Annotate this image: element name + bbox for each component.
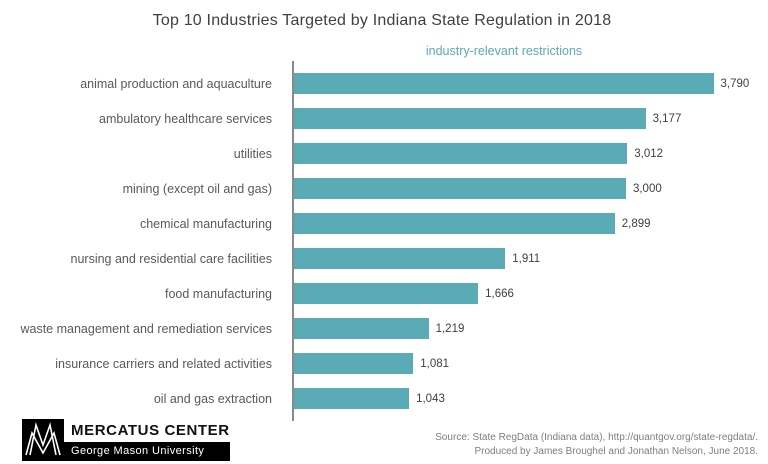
- brand-title: MERCATUS CENTER: [71, 422, 230, 439]
- category-label: utilities: [233, 146, 272, 161]
- category-label: food manufacturing: [164, 286, 272, 301]
- value-label: 2,899: [621, 217, 651, 230]
- logo-pattern-icon: [22, 419, 64, 461]
- value-label: 1,219: [435, 322, 465, 335]
- footer: MERCATUS CENTER George Mason University …: [0, 414, 768, 464]
- bar-area: 1,911: [282, 248, 758, 269]
- mercatus-brand: MERCATUS CENTER George Mason University: [22, 419, 230, 461]
- bar-area: 2,899: [282, 213, 758, 234]
- value-label: 3,012: [634, 147, 664, 160]
- bar-area: 1,666: [282, 283, 758, 304]
- bar-area: 1,081: [282, 353, 758, 374]
- brand-subtitle: George Mason University: [64, 442, 230, 461]
- source-note: Source: State RegData (Indiana data), ht…: [435, 431, 758, 461]
- bar: [293, 248, 506, 269]
- bar-area: 3,177: [282, 108, 758, 129]
- bar-area: 1,219: [282, 318, 758, 339]
- category-label: oil and gas extraction: [153, 391, 272, 406]
- bar: [293, 283, 479, 304]
- bar: [293, 73, 714, 94]
- value-label: 1,666: [485, 287, 514, 300]
- chart-row: ambulatory healthcare services 3,177: [6, 101, 758, 136]
- bar: [293, 213, 615, 234]
- brand-text: MERCATUS CENTER George Mason University: [64, 419, 230, 461]
- bar: [293, 388, 410, 409]
- value-label: 1,911: [512, 252, 541, 265]
- value-label: 1,043: [416, 392, 445, 405]
- bar: [293, 318, 429, 339]
- bar: [293, 108, 646, 129]
- category-label: ambulatory healthcare services: [99, 111, 272, 126]
- chart-title: Top 10 Industries Targeted by Indiana St…: [152, 12, 612, 29]
- category-label: nursing and residential care facilities: [70, 251, 273, 266]
- bar: [293, 178, 626, 199]
- chart-row: nursing and residential care facilities 1…: [6, 241, 758, 276]
- category-label: animal production and aquaculture: [80, 76, 272, 91]
- chart-row: utilities 3,012: [6, 136, 758, 171]
- source-line-2: Produced by James Broughel and Jonathan …: [474, 446, 758, 457]
- category-label: waste management and remediation service…: [20, 321, 272, 336]
- value-label: 3,000: [632, 182, 662, 195]
- chart-row: mining (except oil and gas) 3,000: [6, 171, 758, 206]
- value-label: 1,081: [420, 357, 450, 370]
- chart-row: food manufacturing 1,666: [6, 276, 758, 311]
- bar-chart: animal production and aquaculture 3,790 am…: [6, 61, 758, 421]
- value-label: 3,790: [720, 77, 750, 90]
- y-axis-line: [292, 61, 294, 421]
- mercatus-logo-icon: [22, 419, 64, 461]
- bar-area: 1,043: [282, 388, 758, 409]
- bar-area: 3,790: [282, 73, 758, 94]
- bar: [293, 143, 628, 164]
- category-label: mining (except oil and gas): [122, 181, 272, 196]
- category-label: chemical manufacturing: [139, 216, 272, 231]
- chart-row: chemical manufacturing 2,899: [6, 206, 758, 241]
- source-line-1: Source: State RegData (Indiana data), ht…: [435, 432, 758, 443]
- chart-rows: animal production and aquaculture 3,790 am…: [6, 66, 758, 416]
- bar: [293, 353, 414, 374]
- chart-row: waste management and remediation service…: [6, 311, 758, 346]
- chart-row: insurance carriers and related activitie…: [6, 346, 758, 381]
- category-label: insurance carriers and related activitie…: [55, 356, 272, 371]
- chart-row: oil and gas extraction 1,043: [6, 381, 758, 416]
- chart-row: animal production and aquaculture 3,790: [6, 66, 758, 101]
- value-label: 3,177: [652, 112, 682, 125]
- bar-area: 3,012: [282, 143, 758, 164]
- legend-label: industry-relevant restrictions: [425, 44, 583, 58]
- bar-area: 3,000: [282, 178, 758, 199]
